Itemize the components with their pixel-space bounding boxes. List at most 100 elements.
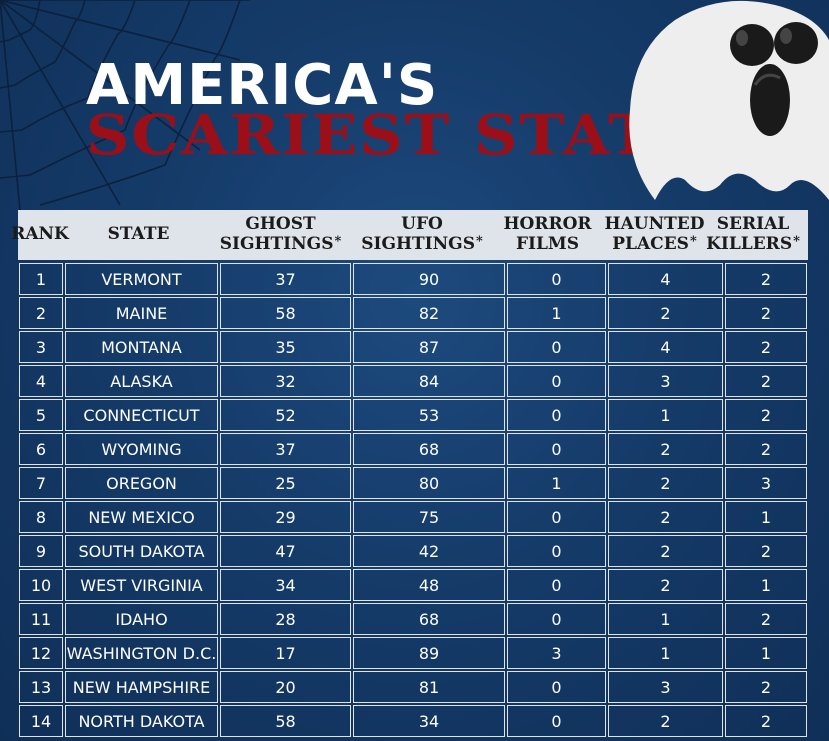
rank-cell: 13 bbox=[19, 671, 63, 703]
ufo-sightings-cell: 42 bbox=[353, 535, 505, 567]
serial-killers-cell: 2 bbox=[725, 535, 807, 567]
rank-cell: 12 bbox=[19, 637, 63, 669]
haunted-places-cell: 4 bbox=[608, 263, 723, 295]
serial-killers-cell: 2 bbox=[725, 263, 807, 295]
state-cell: IDAHO bbox=[65, 603, 218, 635]
ufo-sightings-cell: 34 bbox=[353, 705, 505, 737]
ufo-sightings-cell: 89 bbox=[353, 637, 505, 669]
rank-cell: 1 bbox=[19, 263, 63, 295]
horror-films-cell: 1 bbox=[507, 467, 606, 499]
ghost-sightings-cell: 58 bbox=[220, 705, 351, 737]
serial-killers-cell: 1 bbox=[725, 637, 807, 669]
table-row: 9 SOUTH DAKOTA 47 42 0 2 2 bbox=[18, 534, 808, 568]
table-row: 5 CONNECTICUT 52 53 0 1 2 bbox=[18, 398, 808, 432]
ghost-sightings-cell: 25 bbox=[220, 467, 351, 499]
rank-cell: 9 bbox=[19, 535, 63, 567]
ghost-sightings-cell: 58 bbox=[220, 297, 351, 329]
haunted-places-cell: 4 bbox=[608, 331, 723, 363]
haunted-places-cell: 3 bbox=[608, 671, 723, 703]
serial-killers-cell: 2 bbox=[725, 603, 807, 635]
state-cell: MONTANA bbox=[65, 331, 218, 363]
haunted-places-cell: 1 bbox=[608, 603, 723, 635]
ufo-sightings-cell: 80 bbox=[353, 467, 505, 499]
state-cell: WASHINGTON D.C. bbox=[65, 637, 218, 669]
col-header-rank: RANK bbox=[11, 224, 69, 245]
horror-films-cell: 0 bbox=[507, 433, 606, 465]
serial-killers-cell: 2 bbox=[725, 399, 807, 431]
horror-films-cell: 0 bbox=[507, 263, 606, 295]
table-row: 4 ALASKA 32 84 0 3 2 bbox=[18, 364, 808, 398]
col-header-horror-films: HORROR FILMS bbox=[503, 214, 592, 254]
ghost-sightings-cell: 29 bbox=[220, 501, 351, 533]
state-cell: WEST VIRGINIA bbox=[65, 569, 218, 601]
state-cell: NORTH DAKOTA bbox=[65, 705, 218, 737]
serial-killers-cell: 2 bbox=[725, 297, 807, 329]
ghost-sightings-cell: 32 bbox=[220, 365, 351, 397]
col-header-ufo-sightings: UFO SIGHTINGS* bbox=[361, 214, 483, 254]
title-line1: AMERICA'S bbox=[86, 53, 439, 118]
serial-killers-cell: 2 bbox=[725, 705, 807, 737]
rank-cell: 2 bbox=[19, 297, 63, 329]
rank-cell: 11 bbox=[19, 603, 63, 635]
ufo-sightings-cell: 84 bbox=[353, 365, 505, 397]
col-header-haunted-places: HAUNTED PLACES* bbox=[604, 214, 705, 254]
rank-cell: 6 bbox=[19, 433, 63, 465]
ufo-sightings-cell: 87 bbox=[353, 331, 505, 363]
rank-cell: 14 bbox=[19, 705, 63, 737]
ghost-sightings-cell: 28 bbox=[220, 603, 351, 635]
table-row: 12 WASHINGTON D.C. 17 89 3 1 1 bbox=[18, 636, 808, 670]
ghost-sightings-cell: 47 bbox=[220, 535, 351, 567]
horror-films-cell: 0 bbox=[507, 705, 606, 737]
table-row: 8 NEW MEXICO 29 75 0 2 1 bbox=[18, 500, 808, 534]
state-cell: SOUTH DAKOTA bbox=[65, 535, 218, 567]
ufo-sightings-cell: 81 bbox=[353, 671, 505, 703]
state-cell: WYOMING bbox=[65, 433, 218, 465]
horror-films-cell: 0 bbox=[507, 399, 606, 431]
spider-web-icon bbox=[0, 0, 250, 210]
table-row: 14 NORTH DAKOTA 58 34 0 2 2 bbox=[18, 704, 808, 738]
table-row: 10 WEST VIRGINIA 34 48 0 2 1 bbox=[18, 568, 808, 602]
table-header: RANK STATE GHOST SIGHTINGS* UFO SIGHTINGS*… bbox=[11, 210, 808, 260]
horror-films-cell: 0 bbox=[507, 603, 606, 635]
serial-killers-cell: 3 bbox=[725, 467, 807, 499]
haunted-places-cell: 2 bbox=[608, 501, 723, 533]
ufo-sightings-cell: 48 bbox=[353, 569, 505, 601]
horror-films-cell: 1 bbox=[507, 297, 606, 329]
ghost-sightings-cell: 52 bbox=[220, 399, 351, 431]
table-row: 6 WYOMING 37 68 0 2 2 bbox=[18, 432, 808, 466]
ghost-sightings-cell: 34 bbox=[220, 569, 351, 601]
haunted-places-cell: 2 bbox=[608, 705, 723, 737]
ufo-sightings-cell: 68 bbox=[353, 433, 505, 465]
state-cell: OREGON bbox=[65, 467, 218, 499]
serial-killers-cell: 2 bbox=[725, 433, 807, 465]
horror-films-cell: 3 bbox=[507, 637, 606, 669]
ghost-sightings-cell: 20 bbox=[220, 671, 351, 703]
col-header-serial-killers: SERIAL KILLERS* bbox=[706, 214, 800, 254]
horror-films-cell: 0 bbox=[507, 365, 606, 397]
rank-cell: 10 bbox=[19, 569, 63, 601]
serial-killers-cell: 1 bbox=[725, 501, 807, 533]
state-cell: MAINE bbox=[65, 297, 218, 329]
haunted-places-cell: 2 bbox=[608, 535, 723, 567]
haunted-places-cell: 1 bbox=[608, 637, 723, 669]
table-row: 1 VERMONT 37 90 0 4 2 bbox=[18, 262, 808, 296]
ghost-sightings-cell: 37 bbox=[220, 263, 351, 295]
state-cell: ALASKA bbox=[65, 365, 218, 397]
serial-killers-cell: 2 bbox=[725, 365, 807, 397]
horror-films-cell: 0 bbox=[507, 535, 606, 567]
ufo-sightings-cell: 68 bbox=[353, 603, 505, 635]
rank-cell: 3 bbox=[19, 331, 63, 363]
table-row: 13 NEW HAMPSHIRE 20 81 0 3 2 bbox=[18, 670, 808, 704]
state-cell: CONNECTICUT bbox=[65, 399, 218, 431]
horror-films-cell: 0 bbox=[507, 501, 606, 533]
ufo-sightings-cell: 90 bbox=[353, 263, 505, 295]
ghost-sightings-cell: 17 bbox=[220, 637, 351, 669]
horror-films-cell: 0 bbox=[507, 671, 606, 703]
table-body: 1 VERMONT 37 90 0 4 2 2 MAINE 58 82 1 2 2 3 MONTANA 35 87… bbox=[18, 262, 808, 738]
horror-films-cell: 0 bbox=[507, 569, 606, 601]
rank-cell: 4 bbox=[19, 365, 63, 397]
serial-killers-cell: 2 bbox=[725, 331, 807, 363]
ufo-sightings-cell: 82 bbox=[353, 297, 505, 329]
table-row: 11 IDAHO 28 68 0 1 2 bbox=[18, 602, 808, 636]
ghost-sightings-cell: 37 bbox=[220, 433, 351, 465]
